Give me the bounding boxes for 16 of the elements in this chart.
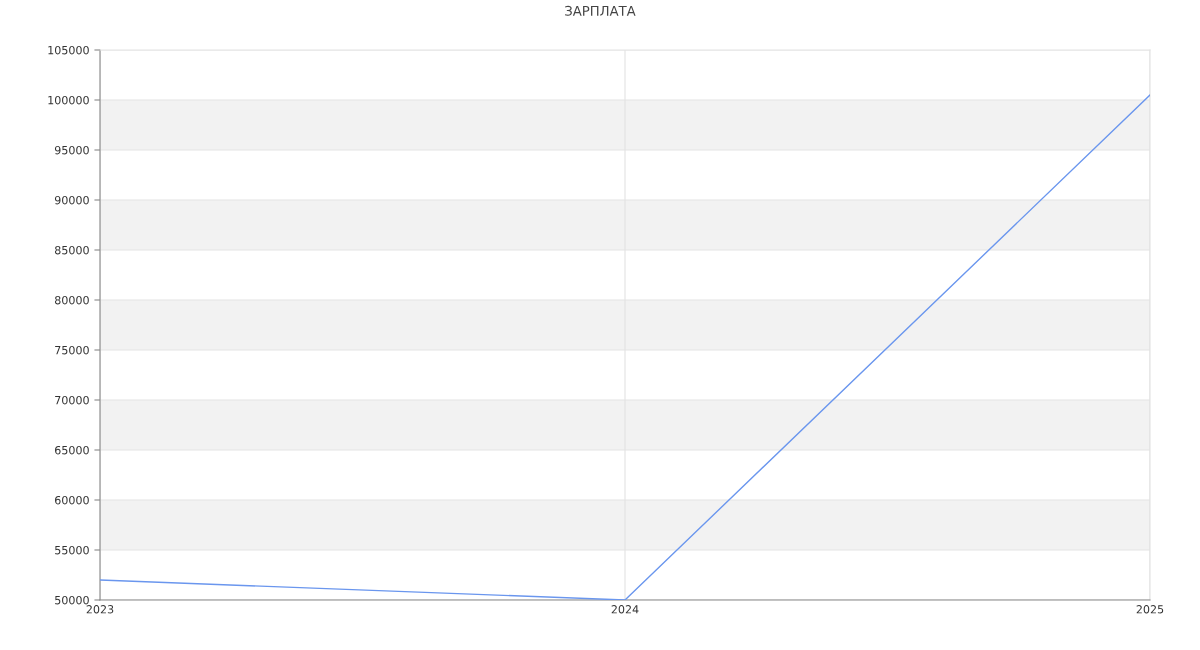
y-tick-label: 65000 xyxy=(55,445,89,455)
y-tick-label: 55000 xyxy=(55,545,89,555)
y-tick-label: 80000 xyxy=(54,295,89,305)
x-tick-label: 2025 xyxy=(1136,605,1164,614)
x-tick-label: 2023 xyxy=(86,605,114,614)
y-tick-label: 100000 xyxy=(48,95,89,105)
y-tick-label: 95000 xyxy=(54,145,89,155)
x-tick-label: 2024 xyxy=(611,605,639,614)
y-tick-label: 105000 xyxy=(48,45,89,55)
y-tick-label: 60000 xyxy=(55,495,89,505)
y-tick-label: 90000 xyxy=(54,195,89,205)
y-tick-label: 85000 xyxy=(54,245,89,255)
chart-title: ЗАРПЛАТА xyxy=(565,5,636,16)
y-tick-label: 70000 xyxy=(55,395,89,405)
y-tick-label: 50000 xyxy=(55,595,89,605)
y-tick-label: 75000 xyxy=(55,345,89,355)
